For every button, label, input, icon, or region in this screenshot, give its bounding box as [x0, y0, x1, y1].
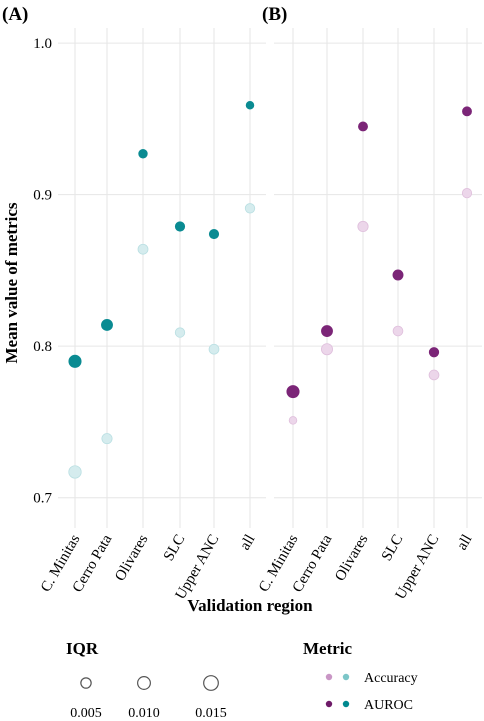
point-accuracy-a-3	[174, 327, 186, 338]
point-auroc-a-3	[174, 221, 186, 232]
metric-legend-label: Accuracy	[364, 671, 418, 686]
iqr-legend-label: 0.010	[128, 706, 160, 721]
point-accuracy-a-4	[208, 343, 220, 355]
point-accuracy-b-5	[461, 188, 473, 199]
point-auroc-b-4	[428, 347, 440, 358]
panel-label-a: (A)	[2, 4, 28, 25]
y-tick-label: 0.7	[33, 491, 52, 507]
point-auroc-a-5	[245, 101, 255, 110]
point-accuracy-a-1	[101, 433, 113, 445]
x-tick-label: all	[237, 532, 258, 553]
point-auroc-b-1	[321, 325, 333, 337]
iqr-legend-label: 0.015	[195, 706, 227, 721]
point-accuracy-b-3	[392, 325, 404, 337]
point-accuracy-a-0	[68, 465, 82, 479]
point-auroc-b-0	[286, 385, 300, 399]
point-accuracy-a-5	[244, 203, 256, 214]
point-accuracy-b-4	[428, 369, 440, 381]
point-auroc-a-4	[208, 228, 220, 240]
point-accuracy-a-2	[137, 243, 149, 255]
x-tick-label: SLC	[161, 532, 189, 564]
point-accuracy-b-1	[321, 343, 333, 356]
iqr-legend-symbol	[137, 676, 151, 690]
y-axis-label: Mean value of metrics	[2, 202, 21, 363]
iqr-legend-symbol	[203, 675, 219, 691]
iqr-legend-title: IQR	[66, 639, 99, 658]
x-axis-label: Validation region	[187, 596, 313, 615]
y-tick-label: 0.9	[33, 188, 52, 204]
x-tick-label: Olivares	[332, 532, 371, 584]
point-auroc-a-1	[101, 319, 113, 331]
point-accuracy-b-0	[288, 416, 298, 425]
metric-legend: Metric Accuracy AUROC	[303, 639, 418, 713]
metric-legend-label: AUROC	[364, 698, 413, 713]
y-tick-label: 1.0	[33, 36, 52, 52]
x-tick-label: all	[454, 532, 475, 553]
y-tick-label: 0.8	[33, 339, 52, 355]
metric-legend-dot-b	[325, 700, 333, 708]
metric-legend-title: Metric	[303, 639, 353, 658]
point-auroc-b-2	[358, 121, 368, 132]
x-tick-label: Olivares	[112, 532, 151, 584]
iqr-legend-label: 0.005	[70, 706, 102, 721]
point-accuracy-b-2	[357, 220, 369, 233]
metric-legend-dot-a	[342, 700, 350, 708]
panel-label-b: (B)	[262, 4, 287, 25]
point-auroc-a-0	[68, 354, 82, 368]
metric-legend-dot-a	[342, 673, 350, 681]
point-auroc-b-5	[462, 106, 472, 117]
point-auroc-a-2	[138, 149, 148, 159]
metric-legend-dot-b	[325, 673, 333, 681]
point-auroc-b-3	[392, 269, 404, 281]
iqr-legend-symbol	[80, 677, 92, 689]
iqr-legend: IQR 0.005 0.010 0.015	[66, 639, 227, 721]
x-tick-label: SLC	[379, 532, 407, 564]
